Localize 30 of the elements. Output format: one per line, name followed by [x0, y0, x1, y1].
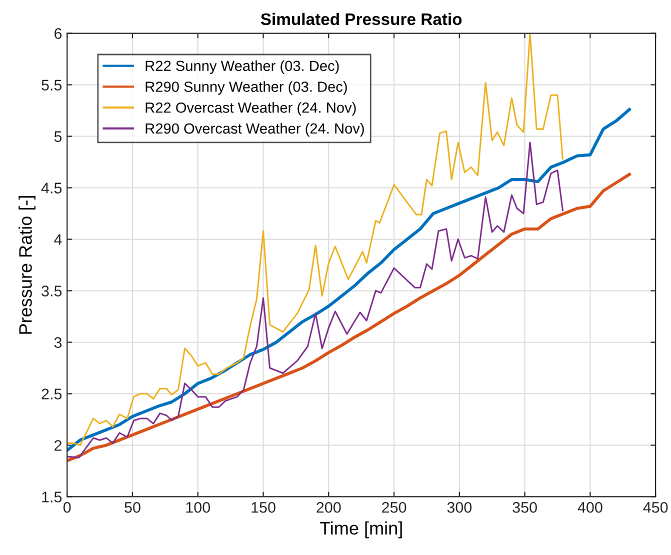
y-tick-label: 4	[54, 234, 62, 245]
y-tick-label: 6	[54, 28, 62, 39]
y-tick-label: 5.5	[42, 80, 62, 90]
y-tick-label: 2	[54, 440, 62, 451]
x-tick-label: 350	[512, 502, 537, 513]
x-tick-label: 50	[124, 502, 140, 513]
x-tick-label: 300	[447, 502, 472, 513]
y-tick-label: 4.5	[41, 182, 62, 194]
x-tick-label: 250	[382, 502, 406, 513]
y-tick-label: 1.5	[42, 492, 62, 502]
y-axis-title: Pressure Ratio [-]	[18, 196, 36, 334]
legend-label: R290 Overcast Weather (24. Nov)	[146, 122, 364, 137]
legend-label: R290 Sunny Weather (03. Dec)	[146, 81, 347, 95]
x-tick-label: 450	[643, 502, 668, 513]
y-tick-label: 5	[54, 131, 62, 142]
x-tick-label: 150	[252, 502, 276, 513]
x-tick-label: 200	[316, 502, 341, 513]
legend-label: R22 Sunny Weather (03. Dec)	[146, 60, 339, 74]
y-tick-label: 3.5	[42, 286, 62, 296]
legend-label: R22 Overcast Weather (24. Nov)	[146, 102, 356, 116]
chart-title: Simulated Pressure Ratio	[260, 12, 462, 26]
x-tick-label: 0	[63, 502, 71, 513]
line-series	[67, 172, 631, 462]
x-tick-label: 400	[578, 502, 602, 513]
x-tick-label: 100	[186, 502, 210, 513]
line-series	[67, 142, 564, 458]
x-axis-title: Time [min]	[320, 521, 402, 538]
y-tick-label: 2.5	[42, 388, 62, 400]
line-series	[67, 33, 564, 446]
y-tick-label: 3	[54, 337, 62, 348]
